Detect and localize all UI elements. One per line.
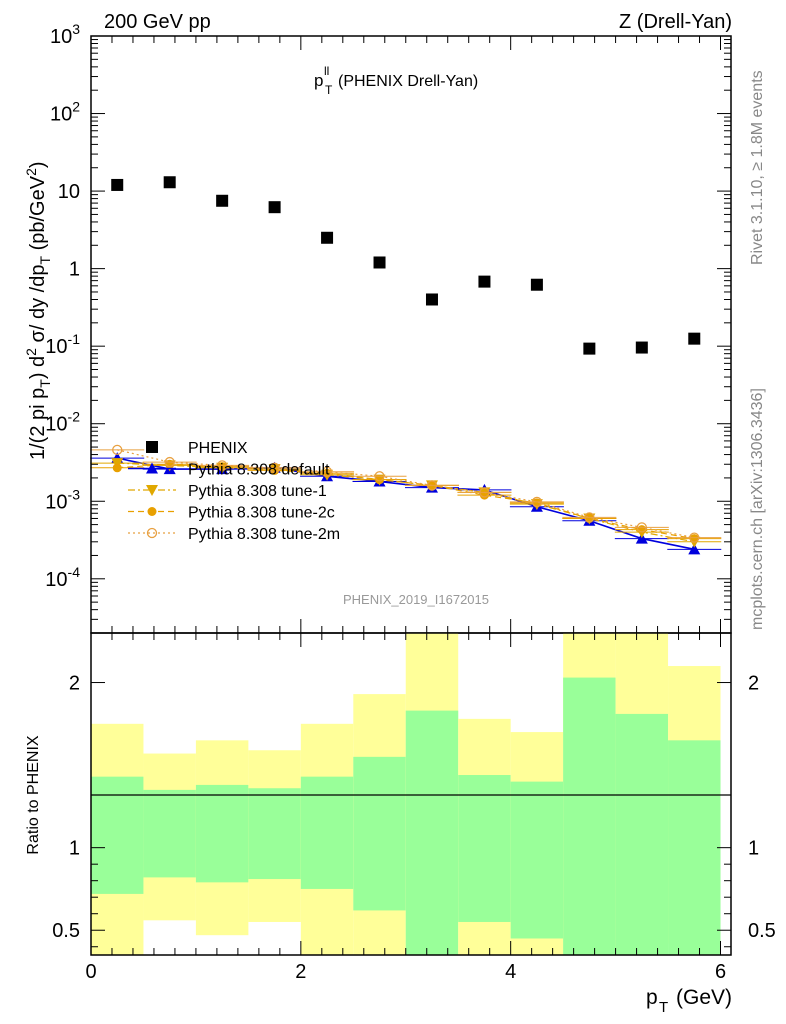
- legend-tune2m-label: Pythia 8.308 tune-2m: [188, 526, 340, 543]
- title-main: p: [314, 71, 323, 90]
- ratio-inner-band: [248, 788, 301, 880]
- x-tick-label: 0: [85, 961, 96, 983]
- tune2c-point: [689, 534, 699, 544]
- x-tick-label: 4: [505, 961, 516, 983]
- tune2m-point: [269, 462, 280, 473]
- ratio-inner-band: [563, 677, 616, 955]
- main-y-tick-label: 10: [58, 181, 80, 203]
- ratio-axis-ticks: [90, 633, 731, 955]
- tune2m-point: [689, 532, 700, 543]
- main-y-tick-label: 103: [50, 21, 80, 48]
- ratio-y-tick-label-left: 0.5: [52, 920, 80, 942]
- legend-tune2m-marker: [146, 527, 158, 539]
- ratio-inner-band: [195, 784, 249, 883]
- tune2m-point: [216, 460, 228, 471]
- ratio-inner-band: [668, 740, 721, 955]
- main-y-tick-label: 102: [50, 99, 80, 126]
- title-sup: ll: [324, 64, 329, 78]
- ratio-inner-band: [353, 756, 406, 911]
- ratio-y-axis-label: Ratio to PHENIX: [25, 735, 42, 854]
- ratio-y-tick-label-right: 2: [748, 673, 759, 695]
- main-y-tick-label: 10-1: [45, 331, 80, 358]
- tune2c-point: [375, 475, 385, 485]
- legend-tune1-marker: [146, 485, 158, 496]
- legend-tune2c-label: Pythia 8.308 tune-2c: [188, 505, 335, 522]
- ratio-inner-band: [615, 713, 669, 955]
- main-y-tick-label: 1: [69, 259, 80, 281]
- ratio-inner-band: [143, 789, 196, 878]
- x-label-main: p: [646, 986, 658, 1009]
- ratio-inner-band: [458, 775, 511, 922]
- main-y-tick-label: 10-3: [45, 486, 80, 513]
- data-point: [530, 278, 543, 291]
- ratio-tick-labels: 0.5 0.5 1 1 2 2 0 2 4 6: [52, 673, 776, 983]
- tune2c-point: [532, 498, 542, 508]
- analysis-id-label: PHENIX_2019_I1672015: [343, 592, 489, 607]
- x-label-sub: T: [659, 999, 668, 1016]
- ratio-y-tick-label-right: 0.5: [748, 920, 776, 942]
- ratio-plot-frame: [90, 632, 732, 956]
- data-point: [688, 332, 701, 345]
- data-point: [478, 275, 491, 288]
- main-axis-ticks: [90, 35, 731, 634]
- data-point: [163, 176, 176, 189]
- ratio-inner-band: [405, 710, 459, 955]
- tune2m-point: [426, 480, 438, 491]
- header-left: 200 GeV pp: [104, 11, 211, 33]
- legend-data-marker: [146, 441, 158, 453]
- rivet-version-label: Rivet 3.1.10, ≥ 1.8M events: [749, 70, 766, 265]
- data-point: [321, 231, 334, 244]
- tune2c-point: [112, 463, 122, 473]
- tune2c-line: [117, 463, 695, 540]
- data-point: [216, 194, 229, 207]
- tune2m-point: [112, 444, 123, 456]
- x-label-rest: (GeV): [676, 986, 732, 1009]
- ratio-inner-band: [300, 776, 354, 889]
- title-sub: T: [325, 83, 333, 97]
- main-plot-frame: [90, 35, 732, 634]
- ratio-bands: [91, 633, 721, 955]
- legend: PHENIX Pythia 8.308 default Pythia 8.308 t…: [128, 440, 340, 543]
- legend-default-marker: [146, 462, 158, 474]
- tune2m-point: [531, 496, 543, 508]
- default-point: [688, 543, 701, 555]
- data-point: [583, 342, 596, 355]
- tune2m-point: [479, 487, 490, 498]
- ratio-y-tick-label-right: 1: [748, 838, 759, 860]
- ratio-y-tick-label-left: 1: [69, 838, 80, 860]
- legend-tune1-label: Pythia 8.308 tune-1: [188, 483, 327, 500]
- main-series-layer: [90, 176, 722, 555]
- ratio-inner-band: [91, 776, 144, 894]
- ratio-y-tick-label-left: 2: [69, 673, 80, 695]
- main-y-tick-label: 10-2: [45, 409, 80, 436]
- tune2m-point: [164, 456, 175, 468]
- x-tick-label: 6: [715, 961, 726, 983]
- tune2m-point: [636, 522, 647, 533]
- tune2m-line: [117, 449, 695, 539]
- legend-tune2c-marker: [147, 507, 157, 516]
- main-y-axis-label: 1/(2 pi pT) d2 σ/ dy /dpT (pb/GeV2): [23, 161, 53, 460]
- tune2m-point: [374, 471, 385, 482]
- data-point: [111, 178, 124, 191]
- title-rest: (PHENIX Drell-Yan): [338, 73, 478, 90]
- main-plot-title: p ll T (PHENIX Drell-Yan): [314, 64, 478, 97]
- mcplots-label: mcplots.cern.ch [arXiv:1306.3436]: [749, 388, 766, 630]
- data-point: [635, 341, 648, 354]
- header-right: Z (Drell-Yan): [619, 11, 732, 33]
- data-point: [373, 256, 386, 269]
- tune2m-point: [584, 512, 595, 523]
- data-point: [268, 201, 281, 214]
- svg-text:1/(2 pi pT) d2 σ/ dy /dpT (pb/: 1/(2 pi pT) d2 σ/ dy /dpT (pb/GeV2): [23, 161, 53, 460]
- tune2m-point: [321, 466, 333, 477]
- x-tick-label: 2: [295, 961, 306, 983]
- x-axis-label: p T (GeV): [646, 986, 732, 1016]
- data-point: [425, 293, 438, 306]
- main-y-tick-label: 10-4: [45, 564, 80, 591]
- legend-data-label: PHENIX: [188, 440, 248, 457]
- legend-default-label: Pythia 8.308 default: [188, 462, 330, 479]
- ratio-inner-band: [510, 781, 564, 939]
